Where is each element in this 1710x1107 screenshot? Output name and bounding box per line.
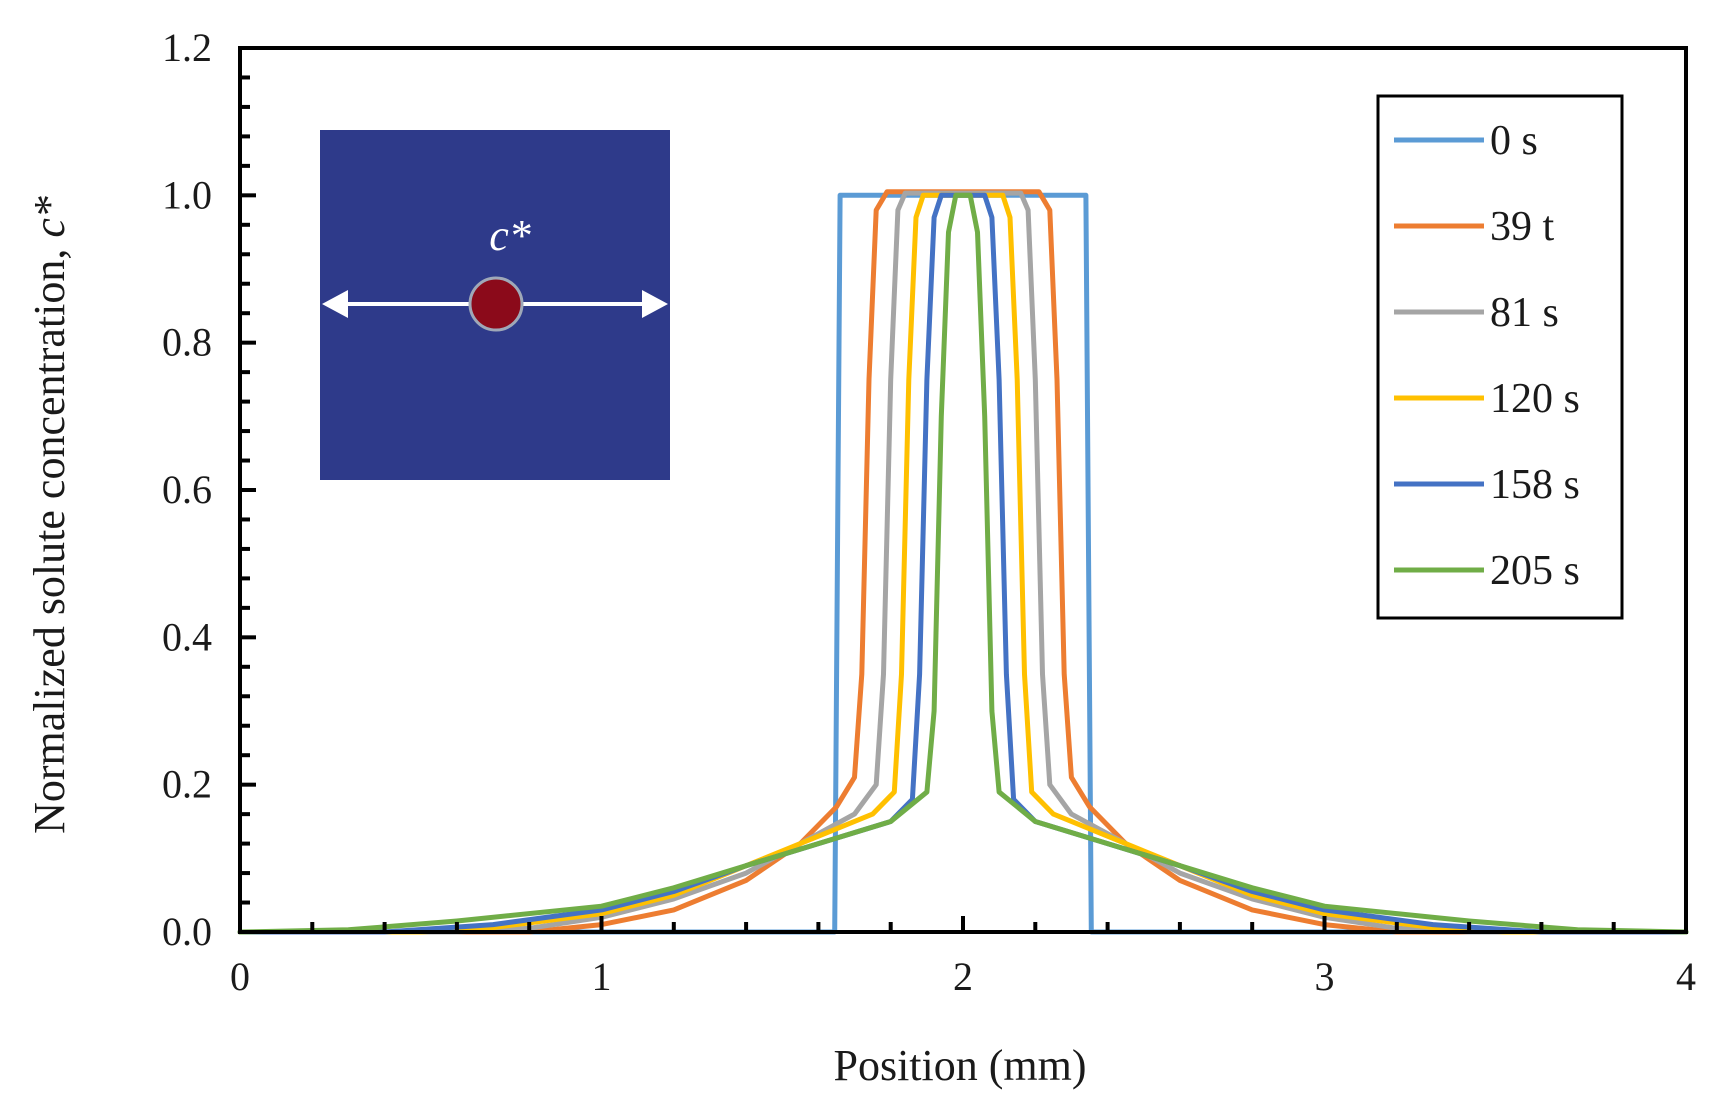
inset-label: c*: [489, 211, 531, 260]
legend-box: [1376, 94, 1624, 620]
y-tick-label: 0.6: [162, 467, 212, 512]
axes-layer: 0 1 2 3 4 0.0 0.2 0.4 0.6 0.8 1.0 1.2: [162, 25, 1696, 999]
y-tick-label: 0.8: [162, 320, 212, 365]
legend: 0 s 39 t 81 s 120 s 158 s 205 s: [1376, 94, 1624, 620]
x-tick-label: 2: [953, 954, 973, 999]
y-tick-label: 0.0: [162, 909, 212, 954]
legend-label-5: 205 s: [1490, 548, 1580, 594]
y-tick-label: 0.2: [162, 762, 212, 807]
x-tick-label: 0: [230, 954, 250, 999]
y-axis-title-symbol: c*: [25, 196, 74, 238]
y-tick-label: 1.0: [162, 172, 212, 217]
legend-label-1: 39 t: [1490, 204, 1555, 250]
inset: c*: [320, 130, 670, 480]
inset-arrow-left-head: [322, 290, 348, 318]
x-tick-label: 3: [1315, 954, 1335, 999]
legend-label-3: 120 s: [1490, 376, 1580, 422]
x-tick-label: 1: [592, 954, 612, 999]
x-tick-label: 4: [1676, 954, 1696, 999]
y-axis-title: Normalized solute concentration, c*: [25, 196, 74, 834]
legend-label-2: 81 s: [1490, 290, 1559, 336]
legend-label-4: 158 s: [1490, 462, 1580, 508]
legend-label-0: 0 s: [1490, 118, 1538, 164]
inset-arrow-right-head: [642, 290, 668, 318]
inset-droplet: [468, 276, 524, 332]
y-tick-label: 0.4: [162, 614, 212, 659]
y-tick-label: 1.2: [162, 25, 212, 70]
y-axis-title-text: Normalized solute concentration,: [25, 249, 74, 834]
series-line-5: [237, 192, 1689, 935]
x-axis-title: Position (mm): [833, 1041, 1086, 1090]
